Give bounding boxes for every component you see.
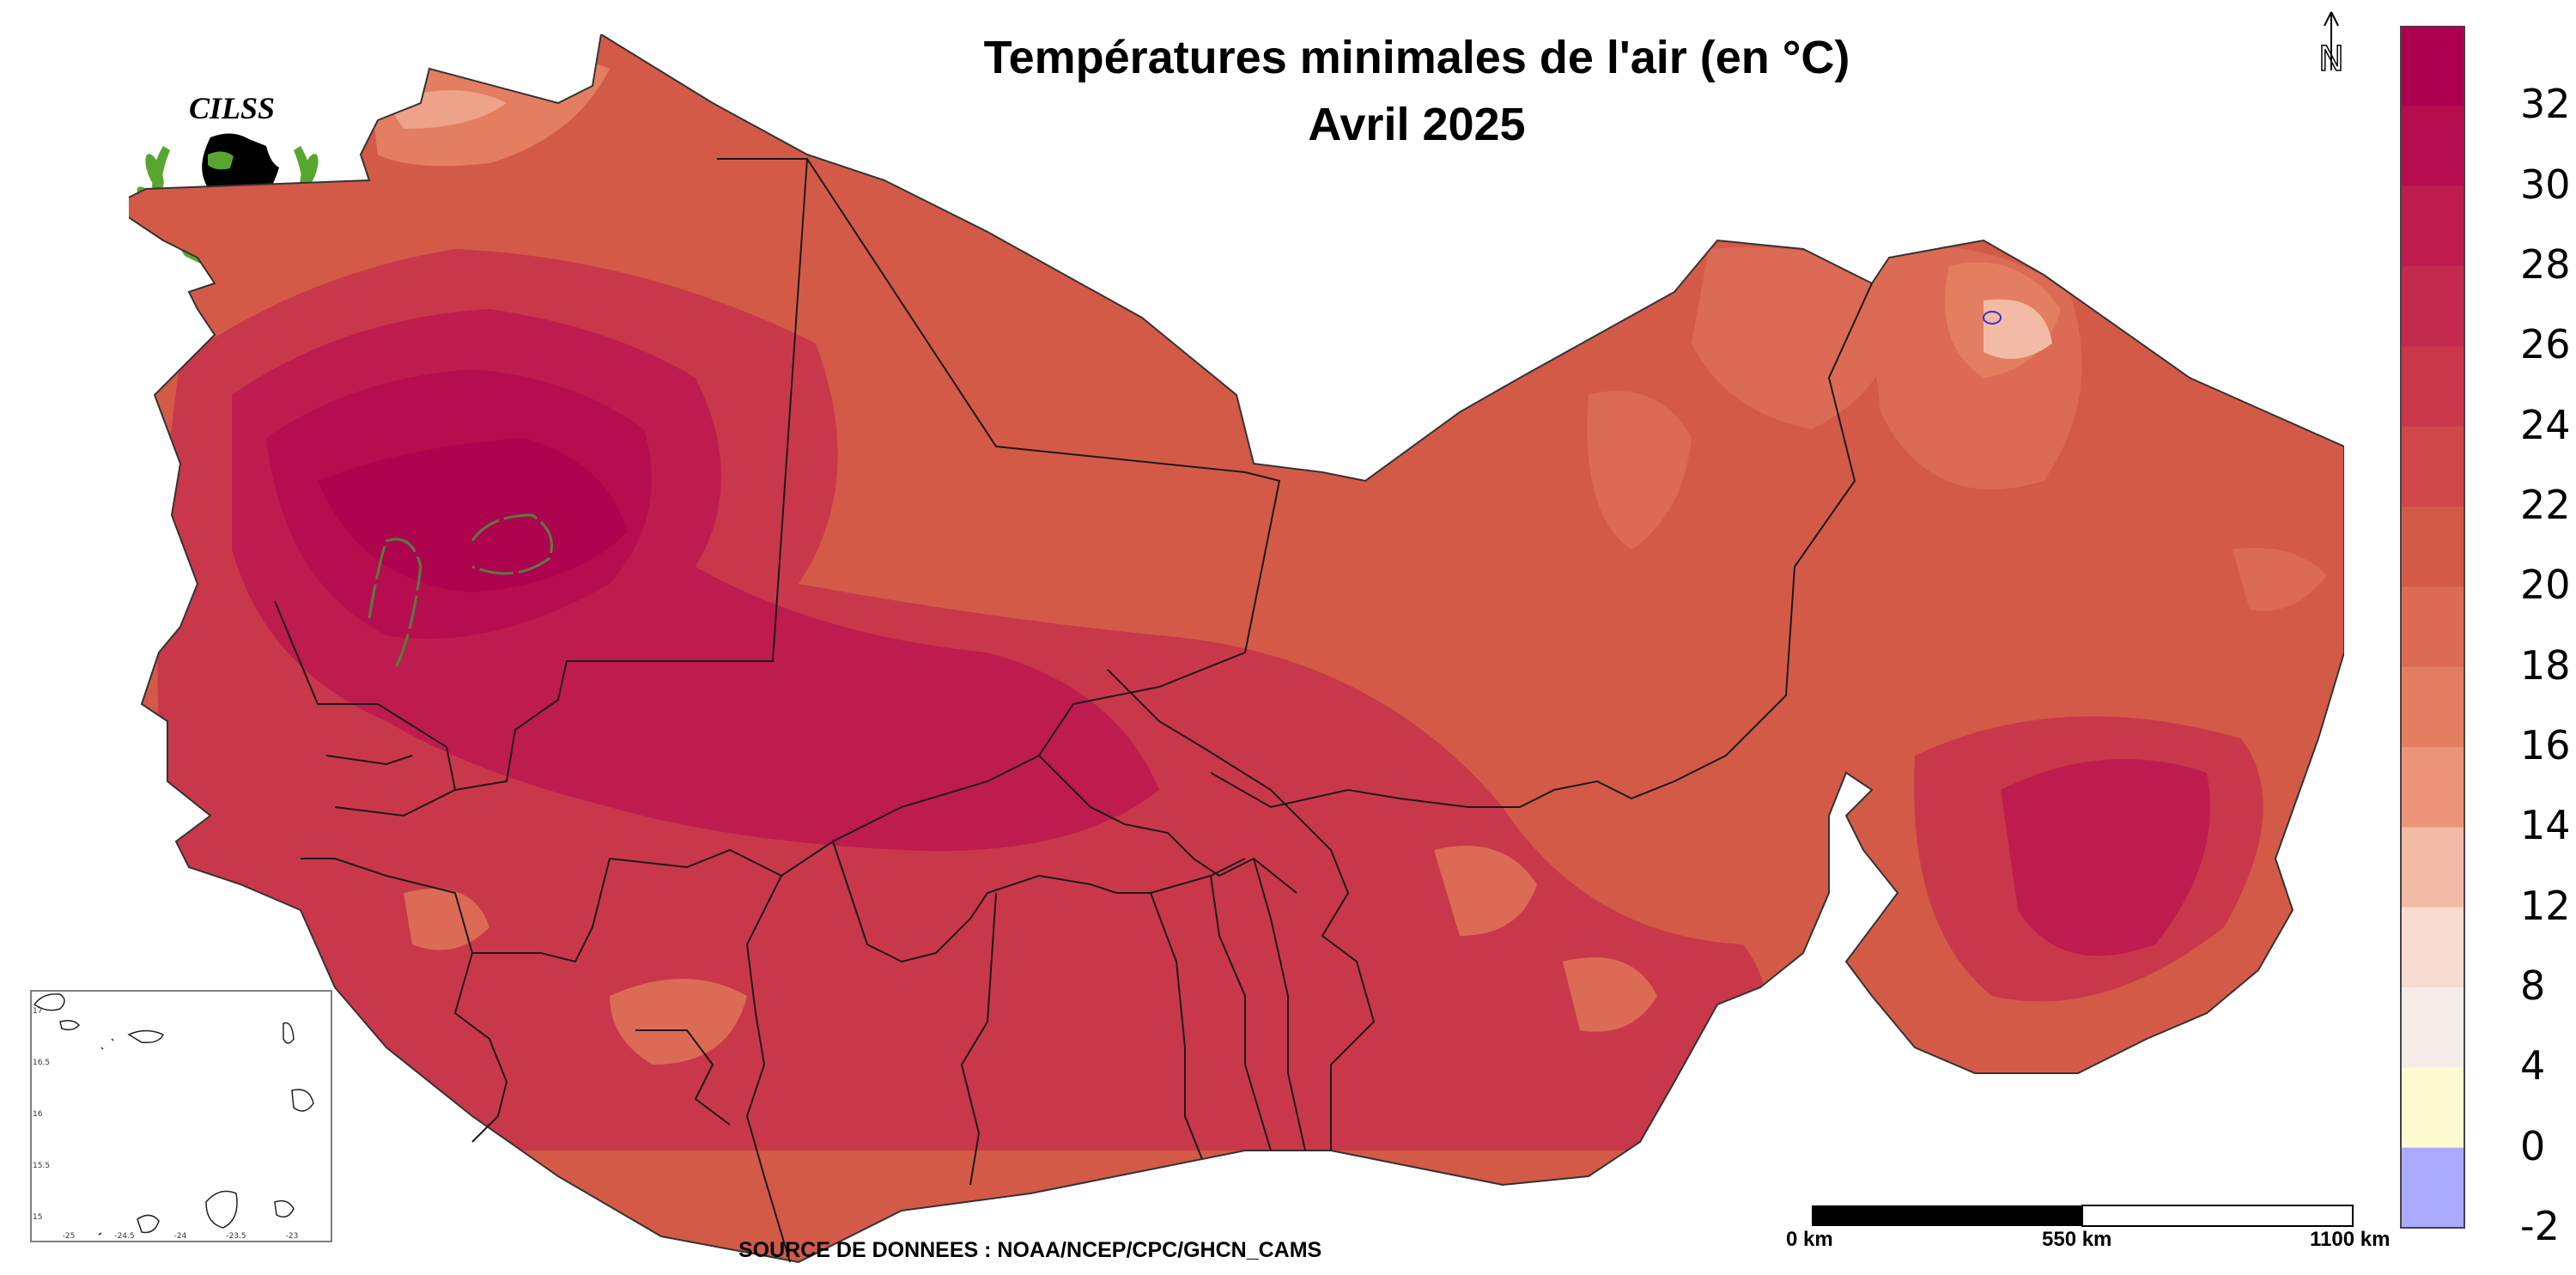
colorbar-tick-label: 18 <box>2520 641 2571 689</box>
title-line-2: Avril 2025 <box>1308 99 1526 150</box>
north-arrow-icon: N <box>2318 11 2345 75</box>
colorbar-segment <box>2401 1147 2464 1229</box>
colorbar-segment <box>2401 185 2464 267</box>
scale-label-550: 550 km <box>2042 1228 2112 1251</box>
colorbar-tick-label: 12 <box>2520 882 2571 929</box>
inset-y-ticks: 17 16.5 16 15.5 15 <box>33 1007 50 1222</box>
colorbar-segment <box>2401 987 2464 1068</box>
colorbar-tick-label: 24 <box>2520 401 2571 448</box>
colorbar-tick-label: 28 <box>2520 241 2571 288</box>
colorbar-tick-label: 8 <box>2520 962 2546 1009</box>
svg-text:-24: -24 <box>174 1232 187 1241</box>
colorbar-segment <box>2401 266 2464 347</box>
svg-text:15: 15 <box>33 1213 42 1222</box>
colorbar-tick-label: 32 <box>2520 81 2571 128</box>
region-outline <box>129 34 2344 1264</box>
colorbar-tick-label: 22 <box>2520 482 2571 528</box>
colorbar-segment <box>2401 586 2464 668</box>
country-borders <box>274 158 1873 1263</box>
svg-text:16.5: 16.5 <box>33 1059 50 1067</box>
svg-text:-25: -25 <box>63 1232 76 1241</box>
svg-text:17: 17 <box>33 1007 42 1016</box>
svg-text:-24.5: -24.5 <box>114 1232 134 1241</box>
svg-text:15.5: 15.5 <box>33 1162 50 1170</box>
map-title: Températures minimales de l'air (en °C) … <box>859 24 1975 158</box>
scale-bar <box>1812 1205 2354 1227</box>
colorbar-segment <box>2401 827 2464 908</box>
title-line-1: Températures minimales de l'air (en °C) <box>983 32 1850 83</box>
colorbar-tick-label: 26 <box>2520 321 2571 368</box>
scale-label-0: 0 km <box>1786 1228 1833 1251</box>
colorbar-segment <box>2401 26 2464 106</box>
inset-x-ticks: -25 -24.5 -24 -23.5 -23 <box>63 1232 299 1241</box>
colorbar-segment <box>2401 1067 2464 1149</box>
temperature-map <box>129 34 2344 1264</box>
colorbar-segment <box>2401 426 2464 507</box>
colorbar-tick-label: -2 <box>2520 1203 2560 1249</box>
colorbar-tick-label: 20 <box>2520 562 2571 609</box>
colorbar-tick-label: 30 <box>2520 161 2571 208</box>
svg-text:16: 16 <box>33 1110 43 1119</box>
colorbar-tick-label: 4 <box>2520 1042 2546 1090</box>
data-source: SOURCE DE DONNEES : NOAA/NCEP/CPC/GHCN_C… <box>738 1238 1322 1262</box>
north-label: N <box>2318 39 2344 75</box>
svg-text:-23.5: -23.5 <box>226 1232 246 1241</box>
logo-text: CILSS <box>189 91 275 125</box>
colorbar-segment <box>2401 907 2464 988</box>
svg-text:-23: -23 <box>286 1232 299 1241</box>
colorbar-tick-label: 16 <box>2520 722 2571 768</box>
inset-map: -25 -24.5 -24 -23.5 -23 17 16.5 16 15.5 … <box>30 990 332 1242</box>
colorbar-segment <box>2401 346 2464 428</box>
colorbar-segment <box>2401 106 2464 187</box>
colorbar-segment <box>2401 507 2464 587</box>
colorbar-tick-label: 0 <box>2520 1122 2546 1169</box>
colorbar <box>2400 26 2465 1229</box>
colorbar-tick-label: 14 <box>2520 802 2571 849</box>
scale-label-1100: 1100 km <box>2310 1228 2391 1251</box>
colorbar-segment <box>2401 747 2464 828</box>
islands <box>33 993 314 1236</box>
colorbar-segment <box>2401 666 2464 748</box>
